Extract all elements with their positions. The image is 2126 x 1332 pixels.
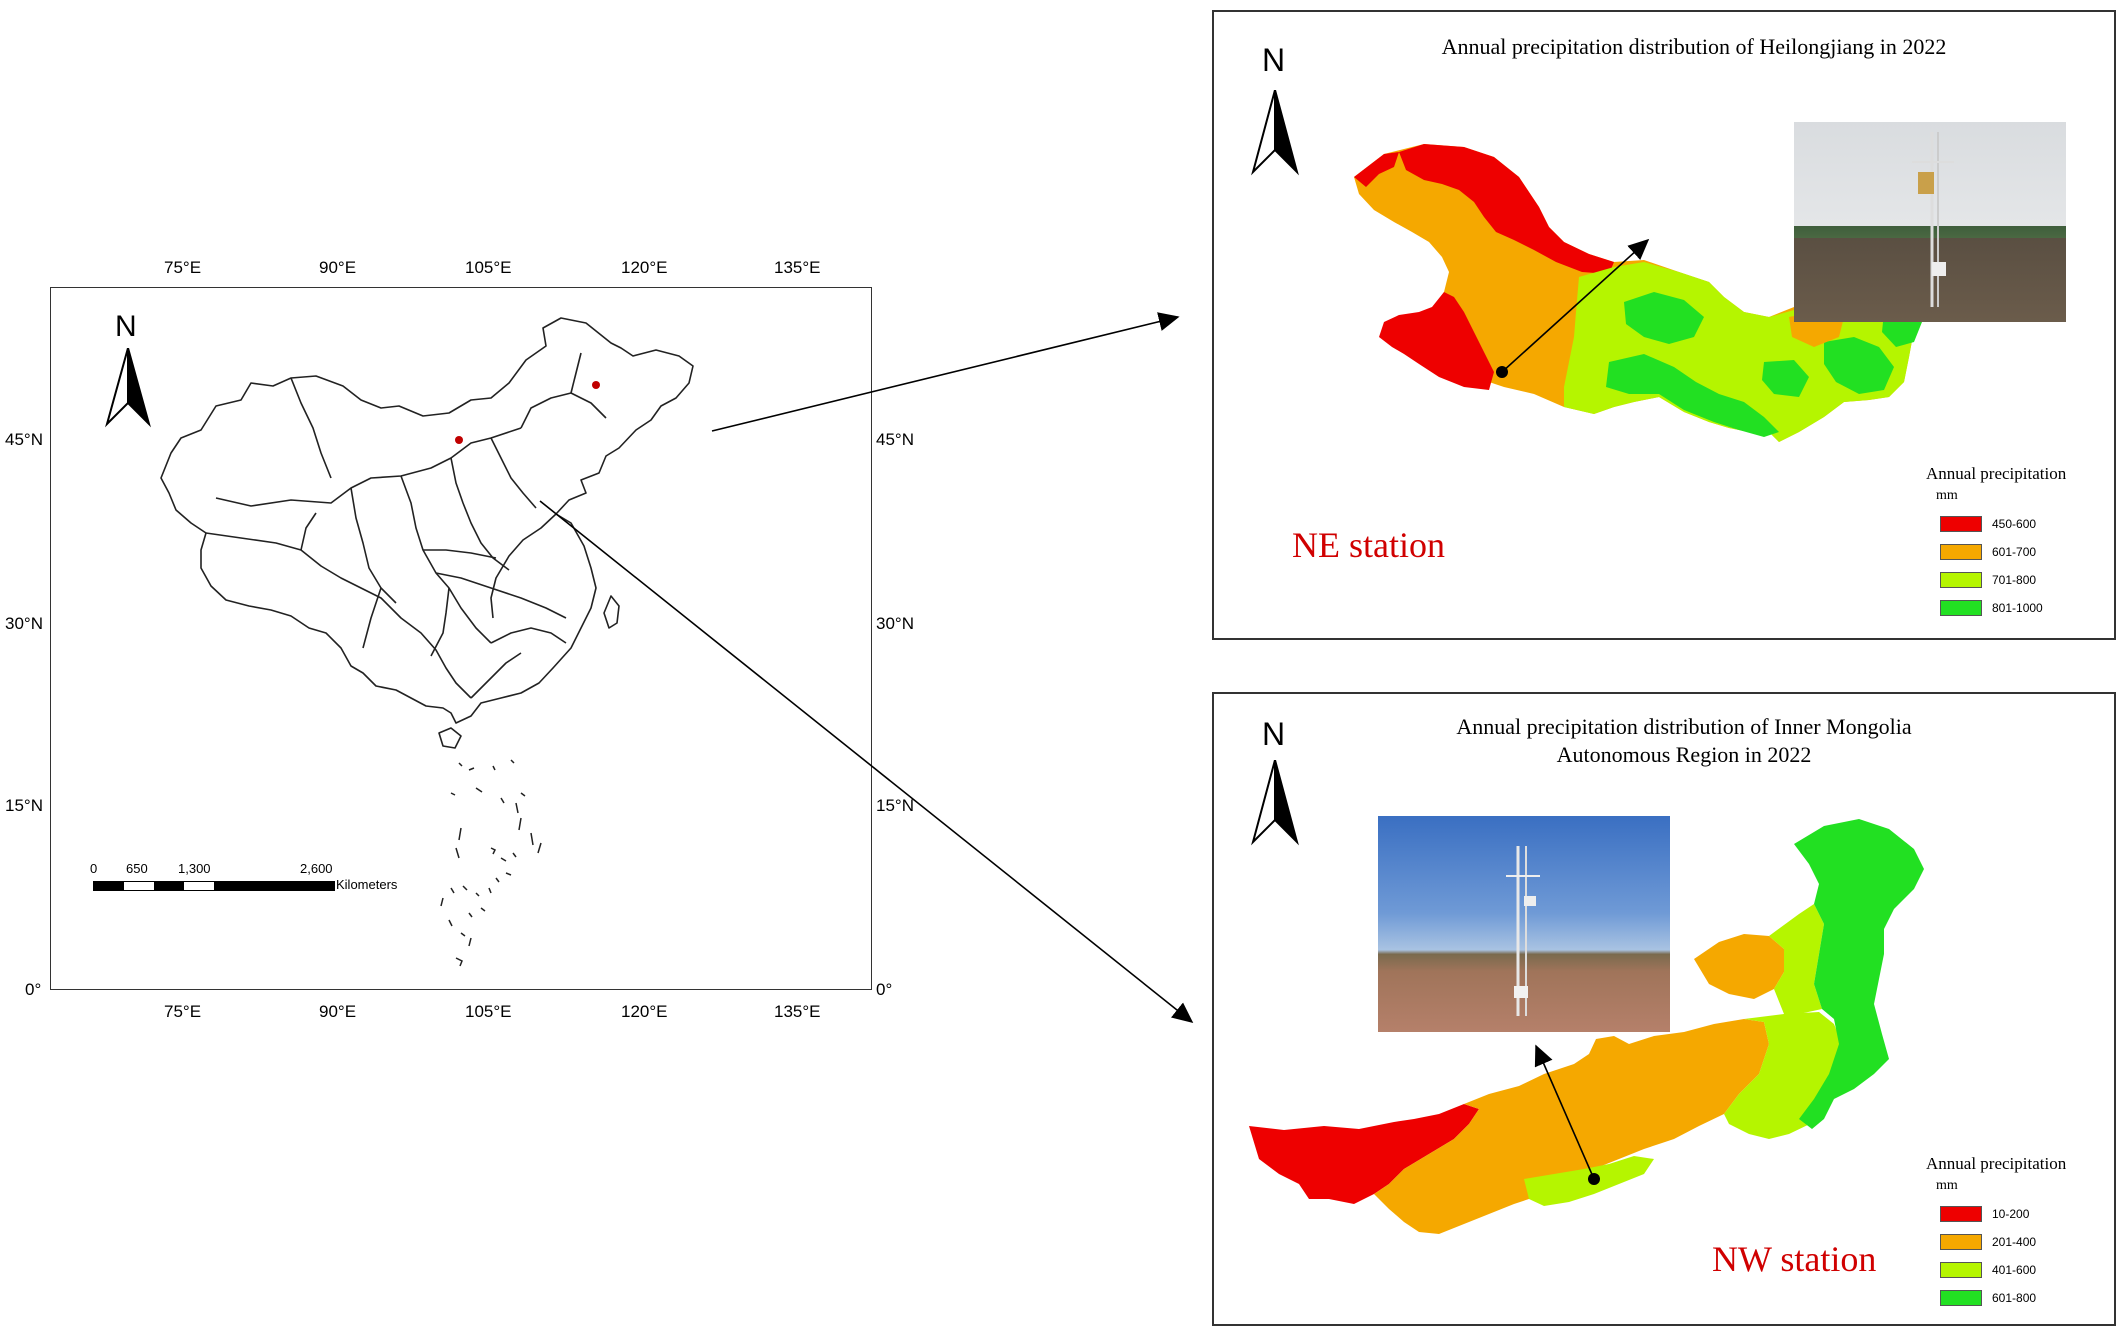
lon-label-bottom-75: 75°E [164, 1002, 202, 1021]
ne-legend-title: Annual precipitation [1926, 464, 2067, 483]
lat-label-left-0: 0° [25, 980, 42, 999]
ne-legend-label-3: 701-800 [1992, 573, 2037, 587]
ne-station-dot [592, 381, 600, 389]
lon-label-bottom-90: 90°E [319, 1002, 357, 1021]
nw-station-label: NW station [1712, 1239, 1877, 1279]
nw-legend-label-1: 10-200 [1992, 1207, 2030, 1221]
lon-label-bottom-135: 135°E [774, 1002, 821, 1021]
nw-legend: Annual precipitation mm 10-200 201-400 4… [1926, 1154, 2116, 1324]
nw-station-photo [1378, 816, 1670, 1032]
lon-label-top-90: 90°E [319, 258, 357, 277]
lat-label-left-15: 15°N [5, 796, 43, 815]
ne-legend-label-4: 801-1000 [1992, 601, 2043, 615]
ne-legend-label-2: 601-700 [1992, 545, 2037, 559]
scale-tick-0: 0 [90, 861, 98, 876]
nw-north-arrow-icon [1251, 760, 1299, 846]
lon-label-top-120: 120°E [621, 258, 668, 277]
lat-label-right-15: 15°N [876, 796, 914, 815]
lon-label-top-135: 135°E [774, 258, 821, 277]
lat-label-right-45: 45°N [876, 430, 914, 449]
nw-station-dot [455, 436, 463, 444]
lon-label-bottom-120: 120°E [621, 1002, 668, 1021]
ne-legend-unit: mm [1936, 488, 1958, 503]
ne-weather-tower-icon [1912, 132, 1954, 307]
scale-tick-1300: 1,300 [178, 861, 211, 876]
nw-legend-label-3: 401-600 [1992, 1263, 2037, 1277]
scale-unit-label: Kilometers [336, 877, 398, 892]
nw-panel-title-line2: Autonomous Region in 2022 [1556, 742, 1812, 767]
main-north-arrow-icon [105, 348, 151, 428]
nw-panel: Annual precipitation distribution of Inn… [1212, 692, 2116, 1326]
nw-legend-unit: mm [1936, 1178, 1958, 1193]
ne-station-photo [1794, 122, 2066, 322]
ne-north-arrow-icon [1251, 90, 1299, 176]
nw-weather-tower-icon [1506, 846, 1540, 1016]
nw-legend-label-2: 201-400 [1992, 1235, 2037, 1249]
china-outline-map [160, 317, 694, 967]
arrow-to-nw-panel [539, 500, 1194, 1023]
main-north-label: N [115, 310, 137, 343]
ne-legend-label-1: 450-600 [1992, 517, 2037, 531]
lat-label-right-30: 30°N [876, 614, 914, 633]
scale-tick-2600: 2,600 [300, 861, 333, 876]
nw-legend-label-4: 601-800 [1992, 1291, 2037, 1305]
ne-panel-title: Annual precipitation distribution of Hei… [1441, 34, 1947, 59]
nw-legend-title: Annual precipitation [1926, 1154, 2067, 1173]
ne-north-label: N [1262, 42, 1286, 78]
arrow-to-ne-panel [711, 312, 1180, 432]
scale-bar: 0 650 1,300 2,600 Kilometers [88, 861, 408, 901]
lon-label-bottom-105: 105°E [465, 1002, 512, 1021]
lon-label-top-75: 75°E [164, 258, 202, 277]
lat-label-left-45: 45°N [5, 430, 43, 449]
scale-tick-650: 650 [126, 861, 148, 876]
ne-legend: Annual precipitation mm 450-600 601-700 … [1926, 464, 2116, 634]
nw-north-label: N [1262, 716, 1286, 752]
ne-station-label: NE station [1292, 525, 1445, 565]
lat-label-right-0: 0° [876, 980, 893, 999]
inner-mongolia-precip-map [1249, 819, 1924, 1234]
lon-label-top-105: 105°E [465, 258, 512, 277]
china-map-panel: 45°N 30°N 15°N 0° 45°N 30°N 15°N 0° 75°E… [5, 258, 914, 1021]
lat-label-left-30: 30°N [5, 614, 43, 633]
ne-panel: Annual precipitation distribution of Hei… [1212, 10, 2116, 640]
nw-panel-title-line1: Annual precipitation distribution of Inn… [1456, 714, 1912, 739]
